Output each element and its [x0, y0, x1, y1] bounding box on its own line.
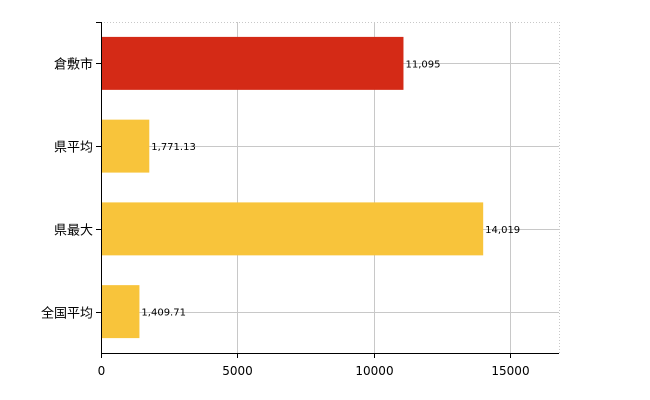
bar-4	[101, 285, 140, 339]
category-label: 県平均	[54, 141, 93, 156]
axes	[96, 22, 559, 358]
x-tick-label: 15000	[491, 364, 529, 378]
bar-3	[101, 202, 484, 256]
x-tick-label: 0	[98, 364, 106, 378]
x-tick-label: 5000	[222, 364, 253, 378]
bar-1	[101, 36, 404, 90]
x-tick-label: 10000	[355, 364, 393, 378]
category-label: 県最大	[54, 224, 93, 239]
labels: 11,095 1,771.13 14,019 1,409.71 倉敷市県平均県最大全国平…	[41, 57, 530, 379]
data-label: 1,409.71	[141, 308, 186, 319]
data-label: 14,019	[485, 225, 520, 236]
category-label: 全国平均	[41, 306, 93, 322]
bar-2	[101, 119, 150, 173]
data-label: 11,095	[405, 59, 440, 70]
data-label: 1,771.13	[151, 142, 196, 153]
category-label: 倉敷市	[54, 57, 93, 73]
bars	[101, 36, 484, 339]
